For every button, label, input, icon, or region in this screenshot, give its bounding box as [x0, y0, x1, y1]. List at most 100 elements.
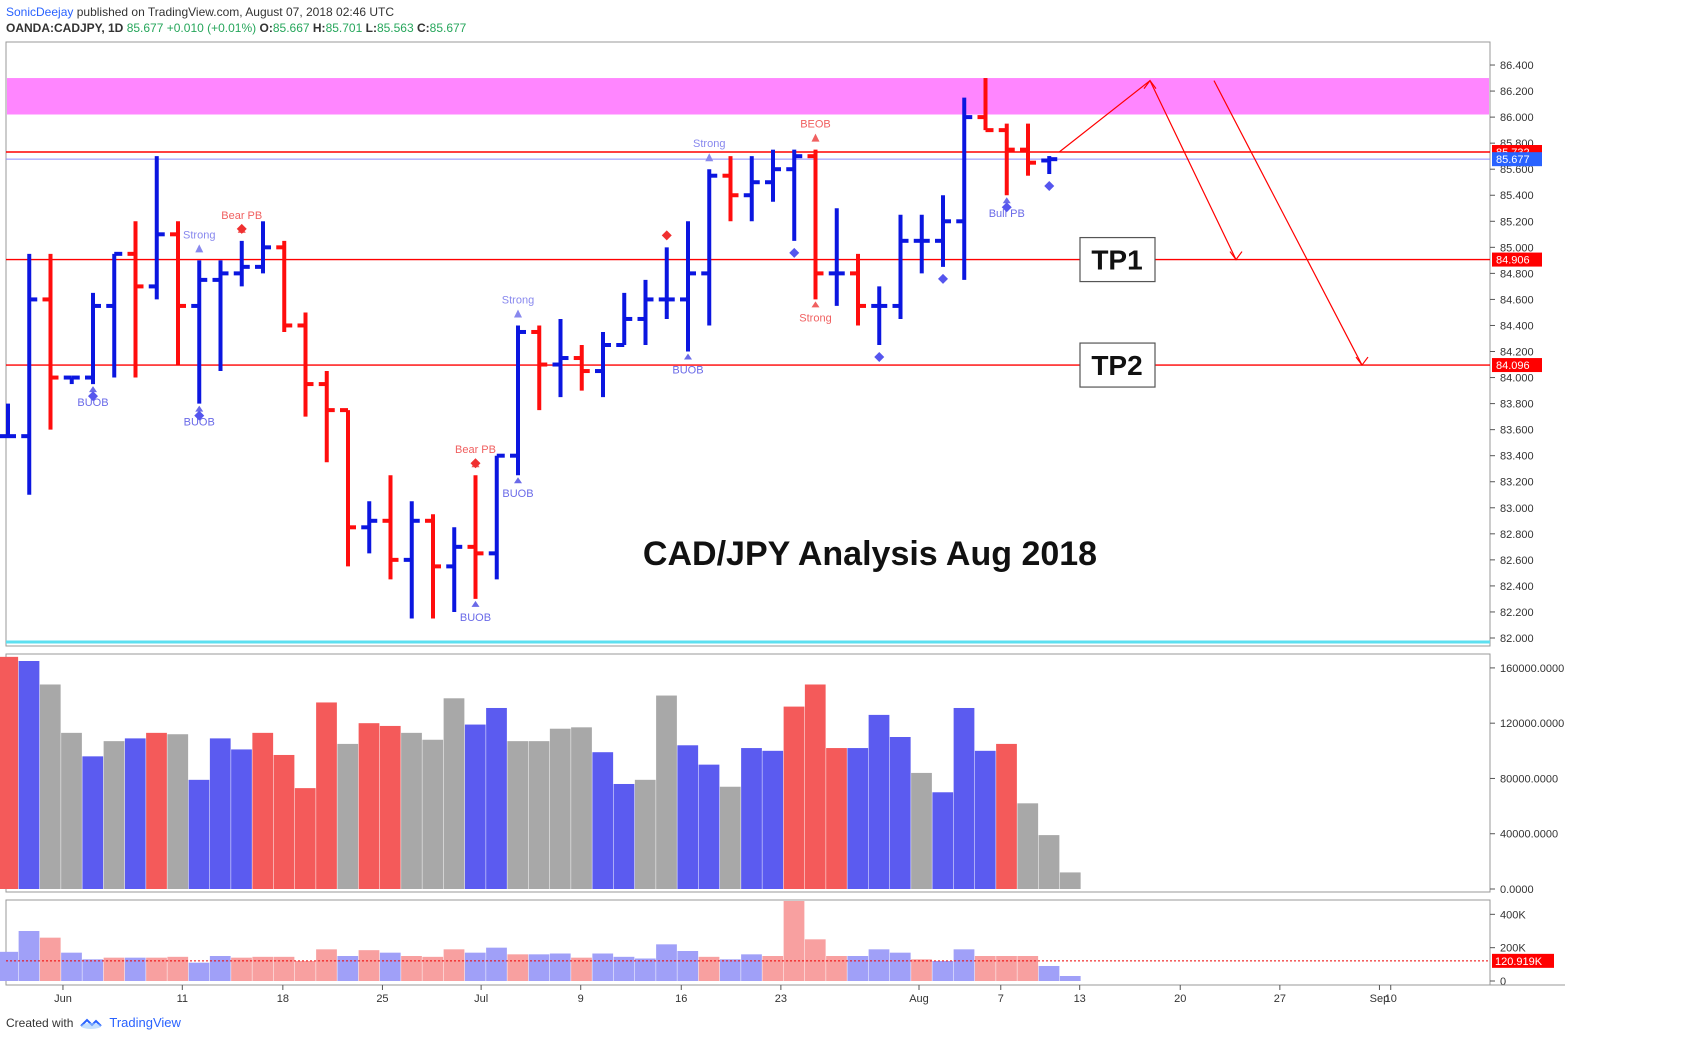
volume-bar: [571, 727, 592, 889]
y-axis-label: 86.000: [1500, 112, 1534, 124]
oscillator-bar: [167, 956, 189, 981]
oscillator-bar: [762, 956, 784, 981]
ohlc-bar[interactable]: [786, 149, 803, 241]
price-panel: [5, 41, 1491, 647]
signal-arrow-icon: [471, 600, 480, 607]
ohlc-bar[interactable]: [488, 453, 505, 580]
ohlc-bar[interactable]: [403, 501, 420, 619]
oscillator-bar: [209, 956, 231, 981]
y-axis-label: 83.400: [1500, 451, 1534, 463]
ohlc-bar[interactable]: [850, 253, 866, 326]
ohlc-bar[interactable]: [892, 214, 909, 319]
ohlc-bar[interactable]: [935, 195, 951, 267]
ohlc-bar[interactable]: [127, 221, 144, 378]
ohlc-bar[interactable]: [913, 214, 930, 274]
volume-axis-label: 40000.0000: [1500, 829, 1558, 841]
ohlc-bar[interactable]: [170, 221, 186, 365]
ohlc-bar[interactable]: [828, 208, 845, 306]
x-axis-label: Jul: [474, 993, 488, 1005]
volume-bar: [252, 732, 274, 889]
y-axis-label: 84.200: [1500, 347, 1534, 359]
ohlc-bar[interactable]: [21, 253, 38, 495]
ohlc-bar[interactable]: [977, 78, 994, 133]
ohlc-bar[interactable]: [297, 312, 314, 417]
ohlc-bar[interactable]: [340, 408, 356, 567]
ohlc-bar[interactable]: [85, 292, 101, 385]
x-axis-label: Jun: [54, 993, 72, 1005]
close-value: 85.677: [429, 21, 467, 35]
volume-bar: [82, 756, 104, 889]
ohlc-bar[interactable]: [722, 156, 739, 222]
price-change: +0.010 (+0.01%): [166, 21, 257, 35]
volume-bar: [103, 741, 125, 889]
signal-label: Strong: [693, 138, 725, 150]
volume-bar: [656, 695, 677, 889]
arrowhead-icon: [1229, 251, 1243, 261]
ohlc-bar[interactable]: [658, 247, 675, 319]
ohlc-bar[interactable]: [318, 371, 335, 463]
ohlc-bar[interactable]: [552, 318, 569, 398]
oscillator-bar: [698, 956, 720, 981]
oscillator-bar: [1038, 966, 1060, 981]
ohlc-bar[interactable]: [1041, 156, 1058, 175]
oscillator-bar: [1017, 956, 1039, 981]
low-label: L:: [365, 21, 377, 35]
ohlc-bar[interactable]: [212, 260, 229, 372]
signal-arrow-icon: [811, 301, 820, 308]
footer: Created with TradingView: [6, 1015, 181, 1030]
oscillator-bar: [39, 937, 61, 981]
y-axis-label: 86.400: [1500, 60, 1534, 72]
volume-bar: [124, 738, 146, 889]
volume-bar: [167, 734, 189, 889]
ohlc-bar[interactable]: [956, 97, 973, 280]
ohlc-bar[interactable]: [871, 286, 888, 345]
ohlc-bar[interactable]: [637, 279, 654, 345]
ohlc-bar[interactable]: [63, 375, 80, 385]
ohlc-bar[interactable]: [531, 325, 548, 411]
ohlc-bar[interactable]: [743, 156, 760, 222]
ohlc-bar[interactable]: [701, 169, 718, 326]
ohlc-bar[interactable]: [106, 251, 123, 378]
oscillator-bar: [592, 953, 614, 981]
ohlc-bar[interactable]: [191, 260, 208, 404]
ohlc-bar[interactable]: [0, 403, 16, 439]
oscillator-bar: [783, 901, 805, 981]
ohlc-bar[interactable]: [148, 156, 165, 300]
ohlc-bar[interactable]: [361, 501, 378, 554]
volume-axis-label: 160000.0000: [1500, 663, 1564, 675]
volume-bar: [294, 788, 316, 889]
level-tag-label: 84.906: [1496, 255, 1530, 267]
ohlc-bar[interactable]: [425, 514, 441, 619]
ohlc-bar[interactable]: [446, 527, 463, 612]
ohlc-bar[interactable]: [255, 221, 271, 274]
ohlc-bar[interactable]: [382, 475, 399, 580]
signal-arrow-icon: [1002, 197, 1011, 204]
ohlc-bar[interactable]: [998, 123, 1015, 196]
ohlc-bar[interactable]: [510, 325, 526, 476]
signal-arrow-icon: [705, 153, 714, 162]
ohlc-bar[interactable]: [680, 221, 696, 352]
tradingview-link[interactable]: TradingView: [109, 1015, 181, 1030]
volume-bar: [889, 737, 911, 889]
author-link[interactable]: SonicDeejay: [6, 5, 74, 19]
ohlc-bar[interactable]: [1020, 123, 1036, 176]
signal-arrow-icon: [195, 405, 204, 412]
ohlc-bar[interactable]: [616, 292, 633, 347]
x-axis-label: 18: [277, 993, 289, 1005]
chart-canvas[interactable]: 86.40086.20086.00085.80085.60085.40085.2…: [0, 0, 1708, 1010]
volume-bar: [634, 779, 656, 889]
ohlc-bar[interactable]: [807, 149, 824, 300]
ohlc-bar[interactable]: [276, 240, 293, 332]
oscillator-bar: [103, 957, 125, 981]
volume-bar: [1017, 803, 1039, 889]
y-axis-label: 82.800: [1500, 529, 1534, 541]
ohlc-bar[interactable]: [765, 149, 781, 202]
ohlc-bar[interactable]: [595, 331, 611, 398]
ohlc-bar[interactable]: [233, 240, 250, 287]
signal-diamond-icon: [789, 247, 800, 258]
signal-label: Bull PB: [989, 208, 1025, 220]
ohlc-bar[interactable]: [573, 345, 590, 391]
oscillator-bar: [507, 954, 529, 981]
ohlc-bar[interactable]: [467, 475, 484, 599]
ohlc-bar[interactable]: [42, 253, 59, 430]
